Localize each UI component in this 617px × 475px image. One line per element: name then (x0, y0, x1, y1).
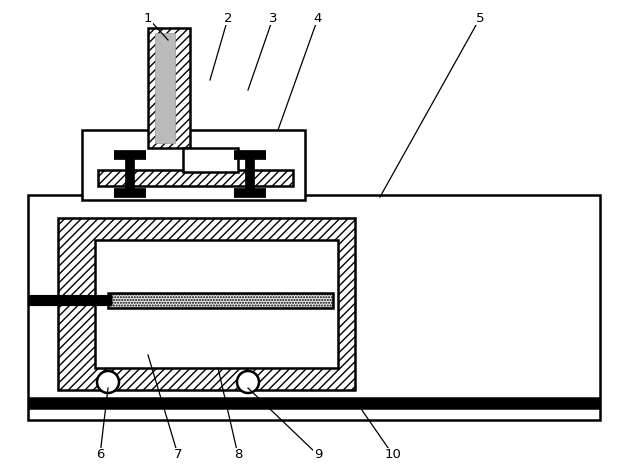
Text: 7: 7 (174, 448, 182, 462)
Circle shape (237, 371, 259, 393)
Text: 1: 1 (144, 11, 152, 25)
Text: 5: 5 (476, 11, 484, 25)
Text: 10: 10 (384, 448, 402, 462)
Text: 6: 6 (96, 448, 104, 462)
Bar (183, 148, 238, 172)
Text: 2: 2 (224, 11, 232, 25)
Bar (82, 130, 305, 200)
Circle shape (97, 371, 119, 393)
Text: 3: 3 (269, 11, 277, 25)
Text: 4: 4 (314, 11, 322, 25)
Bar (148, 28, 190, 148)
Bar (98, 170, 293, 186)
Bar (28, 195, 600, 420)
Text: 9: 9 (314, 448, 322, 462)
Text: 8: 8 (234, 448, 242, 462)
Bar (108, 293, 333, 308)
Bar (58, 218, 355, 390)
Bar (155, 33, 175, 143)
Bar (95, 240, 338, 368)
